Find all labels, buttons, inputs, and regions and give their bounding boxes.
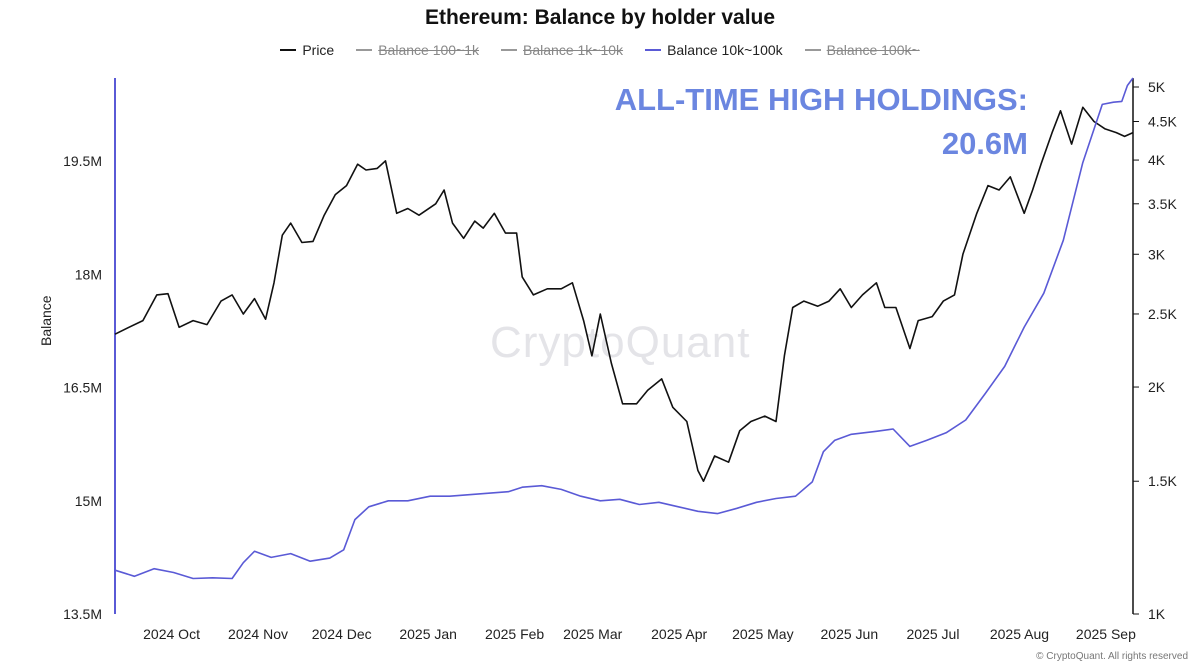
- legend-swatch-balance-10k-100k: [645, 49, 662, 51]
- y-left-tick-label: 15M: [75, 493, 102, 509]
- x-tick-label: 2025 May: [732, 626, 793, 642]
- chart-legend: Price Balance 100~1k Balance 1k~10k Bala…: [0, 42, 1200, 58]
- legend-swatch-price: [280, 49, 297, 51]
- legend-swatch-balance-100-1k: [356, 49, 373, 51]
- y-right-tick-label: 2K: [1148, 379, 1166, 395]
- legend-label-balance-100k-plus: Balance 100k~: [826, 42, 920, 58]
- x-tick-label: 2025 Aug: [990, 626, 1049, 642]
- y-left-tick-label: 13.5M: [63, 606, 102, 622]
- chart-title: Ethereum: Balance by holder value: [424, 6, 776, 29]
- y-axis-left-label: Balance: [38, 295, 54, 346]
- x-tick-label: 2025 Sep: [1076, 626, 1136, 642]
- x-tick-label: 2025 Jan: [399, 626, 457, 642]
- x-tick-label: 2025 Jul: [907, 626, 960, 642]
- y-left-tick-label: 16.5M: [63, 380, 102, 396]
- y-left-tick-label: 18M: [75, 266, 102, 282]
- legend-label-balance-10k-100k: Balance 10k~100k: [667, 42, 783, 58]
- annotation-value: 20.6M: [941, 126, 1028, 161]
- legend-label-price: Price: [302, 42, 335, 58]
- legend-item-balance-10k-100k[interactable]: Balance 10k~100k: [645, 42, 783, 58]
- legend-swatch-balance-1k-10k: [501, 49, 518, 51]
- x-tick-label: 2025 Feb: [485, 626, 544, 642]
- x-tick-label: 2024 Oct: [143, 626, 200, 642]
- y-right-tick-label: 2.5K: [1148, 306, 1177, 322]
- copyright-note: © CryptoQuant. All rights reserved: [1036, 651, 1188, 662]
- series-line-price: [114, 106, 1134, 483]
- legend-item-balance-100-1k[interactable]: Balance 100~1k: [356, 42, 479, 58]
- legend-label-balance-100-1k: Balance 100~1k: [378, 42, 480, 58]
- y-right-tick-label: 4.5K: [1148, 113, 1177, 129]
- series-line-balance-10k-100k: [114, 77, 1134, 580]
- annotation-headline: ALL-TIME HIGH HOLDINGS:: [614, 82, 1028, 117]
- y-right-tick-label: 1K: [1148, 606, 1166, 622]
- legend-item-price[interactable]: Price: [280, 42, 334, 58]
- legend-label-balance-1k-10k: Balance 1k~10k: [523, 42, 624, 58]
- x-tick-label: 2025 Apr: [651, 626, 707, 642]
- y-right-tick-label: 3K: [1148, 246, 1166, 262]
- x-tick-label: 2025 Mar: [563, 626, 622, 642]
- legend-item-balance-1k-10k[interactable]: Balance 1k~10k: [501, 42, 623, 58]
- x-tick-label: 2024 Nov: [228, 626, 288, 642]
- y-left-tick-label: 19.5M: [63, 153, 102, 169]
- y-right-tick-label: 5K: [1148, 79, 1166, 95]
- legend-item-balance-100k-plus[interactable]: Balance 100k~: [804, 42, 920, 58]
- legend-swatch-balance-100k-plus: [804, 49, 821, 51]
- watermark: CryptoQuant: [490, 318, 751, 367]
- x-tick-label: 2025 Jun: [821, 626, 879, 642]
- y-right-tick-label: 3.5K: [1148, 196, 1177, 212]
- x-tick-label: 2024 Dec: [312, 626, 372, 642]
- y-right-tick-label: 1.5K: [1148, 473, 1177, 489]
- y-right-tick-label: 4K: [1148, 152, 1166, 168]
